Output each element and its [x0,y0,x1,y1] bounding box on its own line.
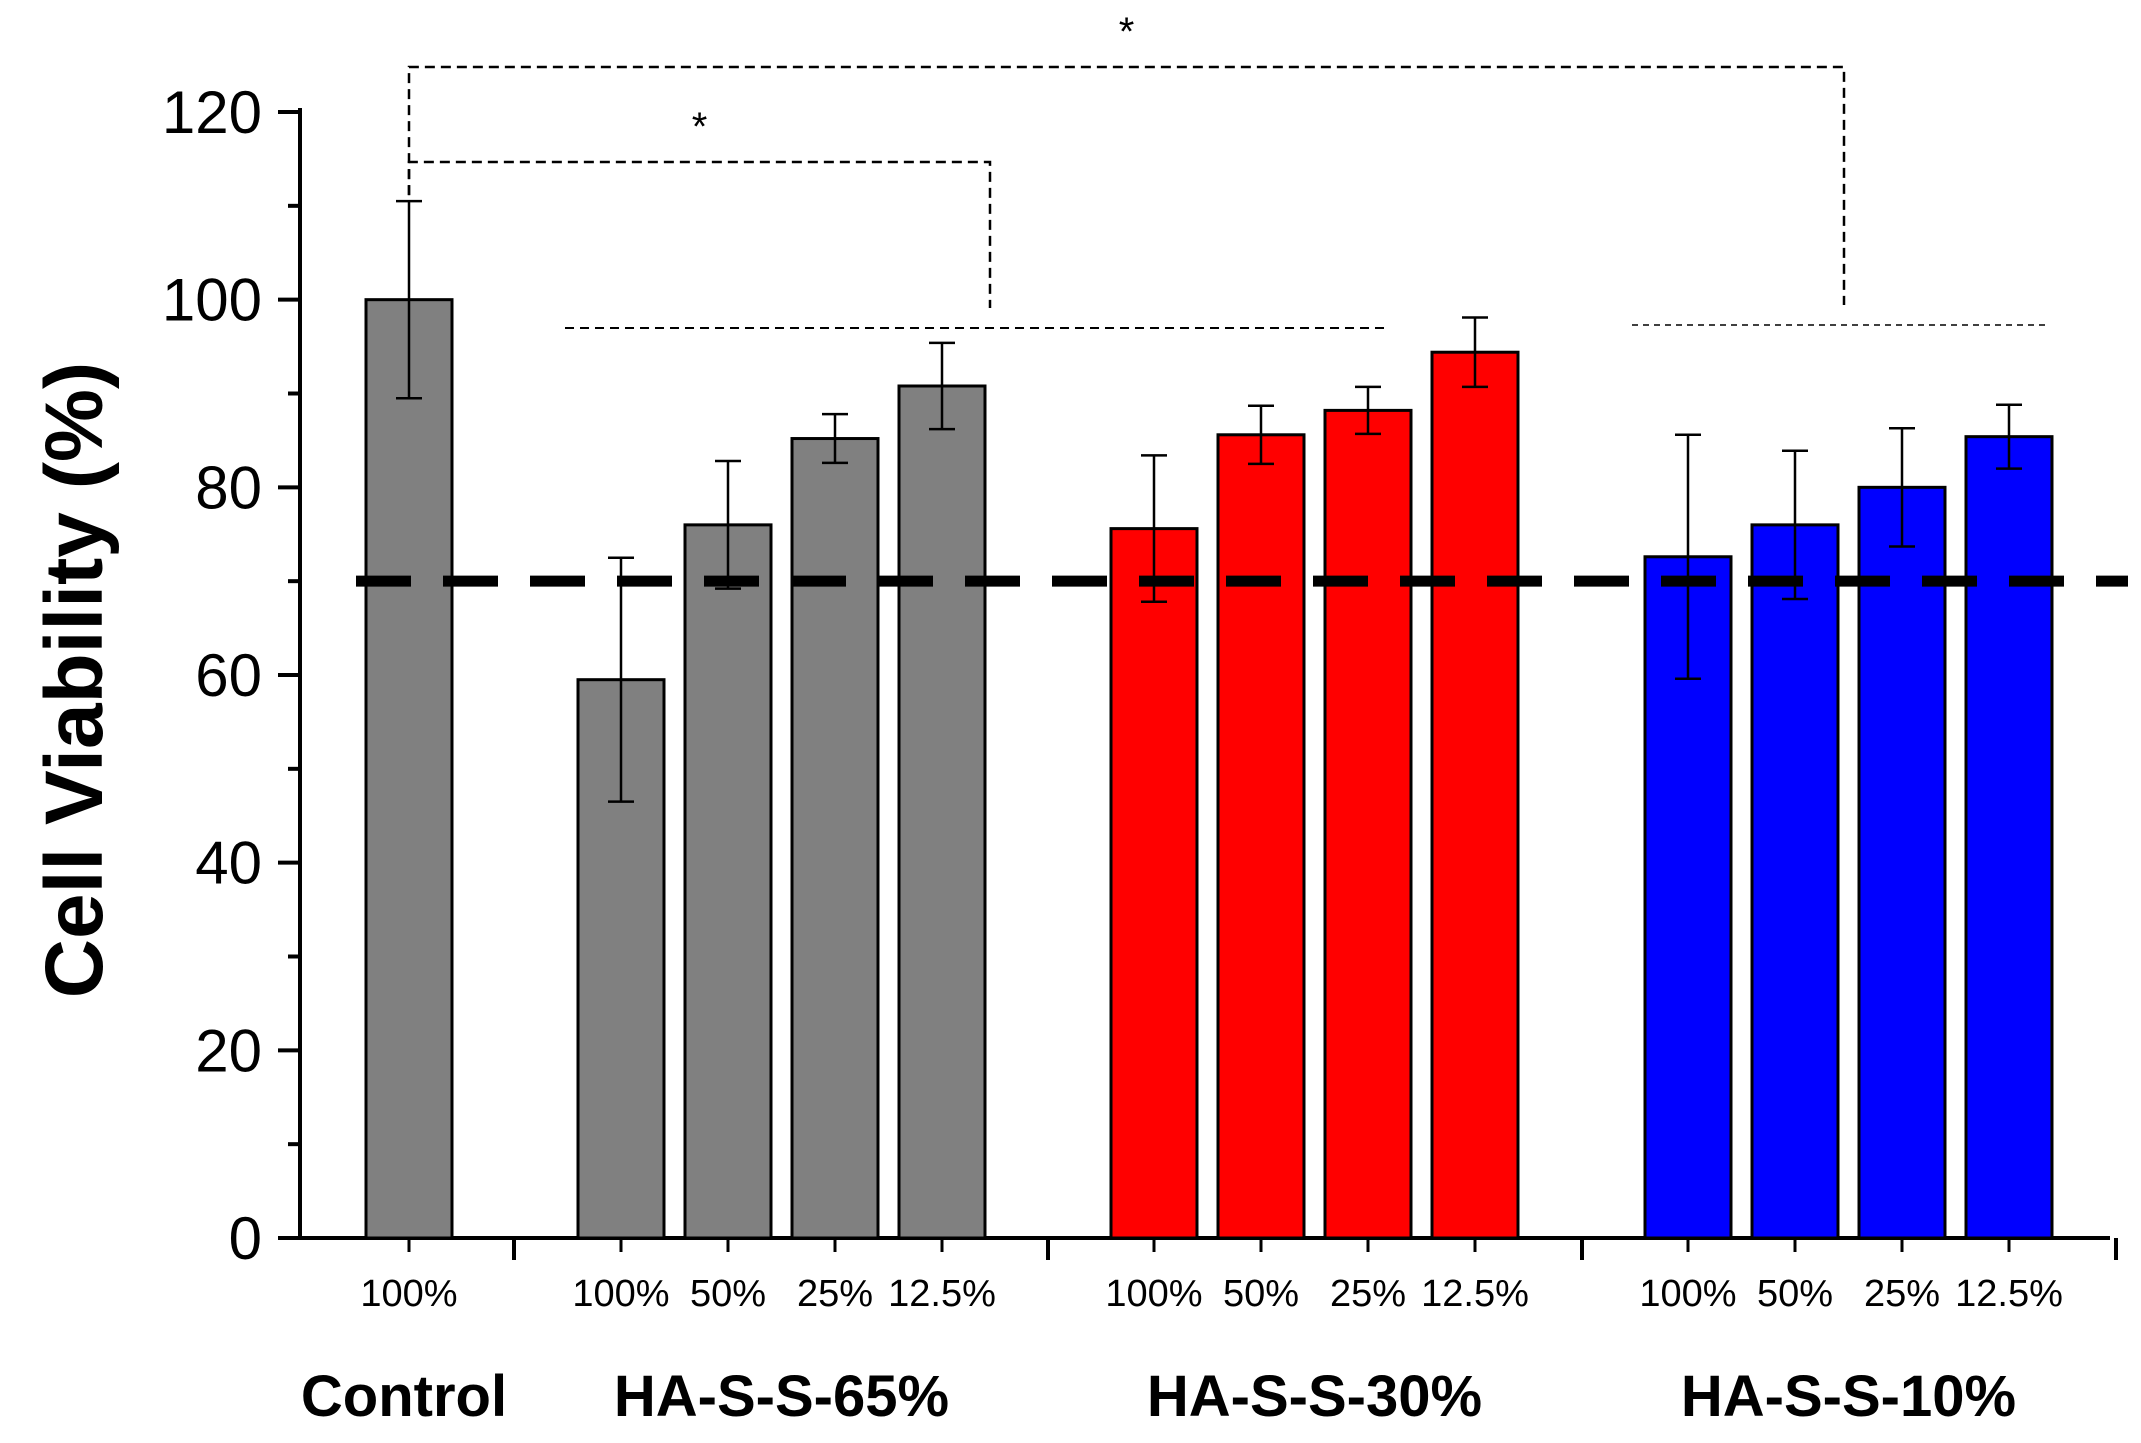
bar [1964,435,2054,1240]
group-label: HA-S-S-65% [614,1364,949,1429]
significance-bracket: * [407,105,992,308]
significance-bracket: * [407,10,1846,305]
category-label: 25% [1864,1273,1940,1315]
category-label: 100% [1639,1273,1736,1315]
category-label: 12.5% [1421,1273,1529,1315]
significance-star: * [692,105,708,149]
error-bar [1782,449,1808,601]
error-bar [1248,404,1274,466]
category-label: 12.5% [888,1273,996,1315]
y-tick-label: 120 [162,79,262,146]
bar [1430,350,1520,1240]
error-bar [822,412,848,465]
error-bar [396,199,422,400]
y-tick-label: 80 [195,454,262,521]
bar [1216,433,1306,1240]
bar [790,437,880,1240]
y-tick-label: 100 [162,267,262,334]
bar [1323,408,1413,1240]
category-label: 50% [1757,1273,1833,1315]
bar [1750,523,1840,1240]
significance-bracket-line [407,160,992,308]
error-bar [1889,426,1915,548]
error-bar [1996,403,2022,470]
category-label: 50% [690,1273,766,1315]
bar [1109,527,1199,1240]
category-label: 100% [572,1273,669,1315]
significance-bracket-line [407,65,1846,305]
category-label: 25% [797,1273,873,1315]
bar [364,298,454,1240]
y-tick-label: 40 [195,830,262,897]
error-bar [1675,433,1701,681]
significance-star: * [1119,10,1135,54]
error-bar [1462,316,1488,389]
bar [1857,485,1947,1240]
bar [897,384,987,1240]
category-label: 25% [1330,1273,1406,1315]
group-label: HA-S-S-30% [1147,1364,1482,1429]
group-label: Control [301,1364,507,1429]
error-bar [608,556,634,803]
bar [683,523,773,1240]
error-bar [715,459,741,590]
error-bar [929,341,955,431]
y-tick-label: 20 [195,1017,262,1084]
category-label: 12.5% [1955,1273,2063,1315]
category-label: 100% [1105,1273,1202,1315]
group-label: HA-S-S-10% [1681,1364,2016,1429]
error-bar [1355,385,1381,436]
y-tick-label: 60 [195,642,262,709]
category-label: 100% [360,1273,457,1315]
y-tick-label: 0 [229,1205,262,1272]
y-axis-label: Cell Viability (%) [29,362,120,998]
category-label: 50% [1223,1273,1299,1315]
